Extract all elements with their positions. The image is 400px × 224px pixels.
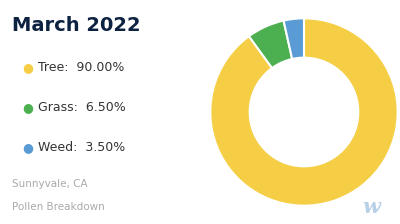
Text: ●: ●: [22, 101, 33, 114]
Wedge shape: [210, 18, 398, 206]
Text: w: w: [362, 197, 380, 217]
Text: Weed:  3.50%: Weed: 3.50%: [38, 141, 125, 154]
Text: ●: ●: [22, 141, 33, 154]
Text: Pollen Breakdown: Pollen Breakdown: [12, 202, 105, 212]
Text: Grass:  6.50%: Grass: 6.50%: [38, 101, 126, 114]
Text: Sunnyvale, CA: Sunnyvale, CA: [12, 179, 88, 189]
Wedge shape: [284, 18, 304, 59]
Text: ●: ●: [22, 61, 33, 74]
Text: March 2022: March 2022: [12, 16, 141, 35]
Wedge shape: [249, 21, 292, 68]
Text: Tree:  90.00%: Tree: 90.00%: [38, 61, 124, 74]
